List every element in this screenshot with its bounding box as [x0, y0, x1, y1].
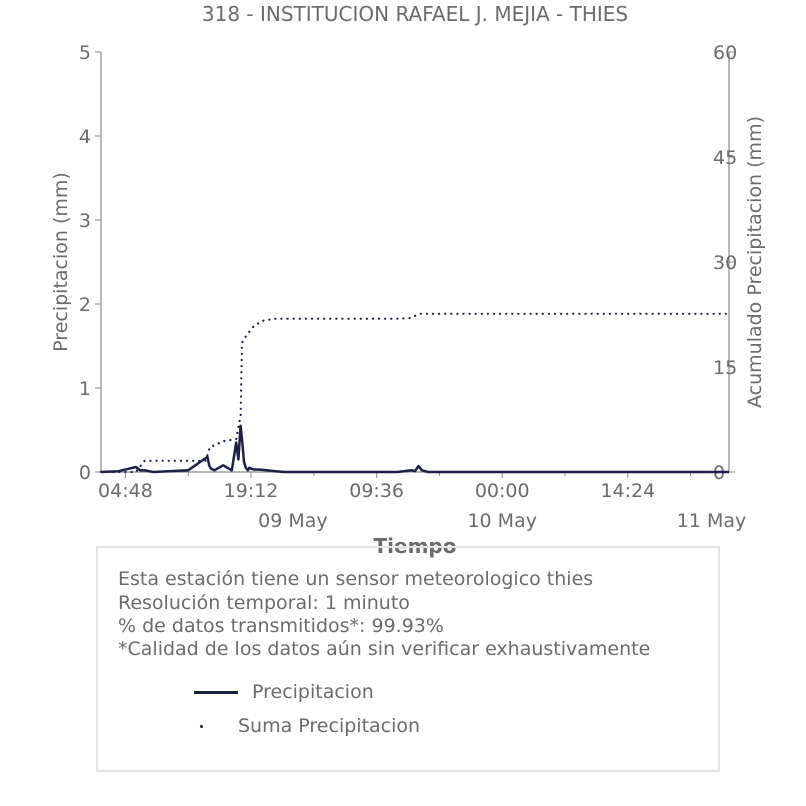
- y2-axis-label: Acumulado Precipitacion (mm): [744, 116, 766, 408]
- x-date-label: 10 May: [467, 510, 537, 532]
- y2-tick-label: 15: [713, 357, 737, 379]
- legend-label-precipitacion: Precipitacion: [252, 681, 374, 703]
- series-suma-precipitacion-dotted: [99, 312, 731, 474]
- plot-marks: [99, 312, 731, 474]
- y-tick-label: 5: [79, 42, 91, 64]
- x-tick-label: 09:36: [349, 480, 404, 502]
- info-box: Esta estación tiene un sensor meteorolog…: [96, 546, 720, 772]
- y2-tick-label: 60: [713, 42, 737, 64]
- y-tick-label: 2: [79, 294, 91, 316]
- info-temporal-resolution: Resolución temporal: 1 minuto: [118, 592, 410, 614]
- info-data-transmitted: % de datos transmitidos*: 99.93%: [118, 615, 444, 637]
- legend-dot-swatch: [200, 725, 203, 728]
- x-tick-label: 04:48: [98, 480, 153, 502]
- y-axis-label: Precipitacion (mm): [50, 172, 72, 352]
- x-tick-label: 14:24: [600, 480, 655, 502]
- x-tick-label: 19:12: [224, 480, 279, 502]
- y-tick-label: 4: [79, 126, 91, 148]
- x-date-label: 11 May: [677, 510, 747, 532]
- y2-tick-label: 30: [713, 252, 737, 274]
- y-tick-label: 3: [79, 210, 91, 232]
- chart-title: 318 - INSTITUCION RAFAEL J. MEJIA - THIE…: [202, 2, 628, 26]
- y-tick-label: 1: [79, 378, 91, 400]
- info-station-sensor: Esta estación tiene un sensor meteorolog…: [118, 568, 594, 590]
- info-quality-note: *Calidad de los datos aún sin verificar …: [118, 638, 651, 660]
- legend-line-swatch: [194, 691, 238, 694]
- legend-label-suma: Suma Precipitacion: [238, 715, 421, 737]
- series-precipitacion-line: [100, 424, 729, 474]
- x-tick-label: 00:00: [475, 480, 530, 502]
- y-tick-label: 0: [79, 462, 91, 484]
- y2-tick-label: 45: [713, 147, 737, 169]
- x-date-label: 09 May: [258, 510, 328, 532]
